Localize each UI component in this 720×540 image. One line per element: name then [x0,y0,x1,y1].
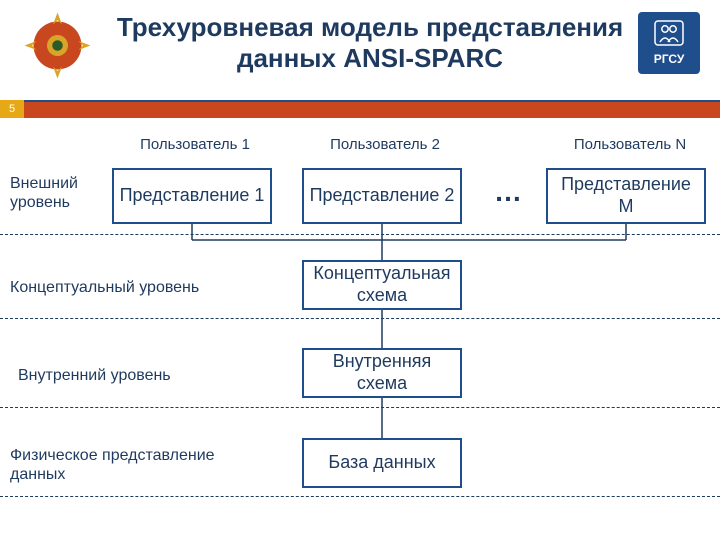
user-label: Пользователь N [555,136,705,153]
conceptual-schema-box: Концептуальная схема [302,260,462,310]
header-stripe: 5 [0,100,720,118]
emblem-left [20,8,95,83]
level-label-internal: Внутренний уровень [18,366,248,385]
view-box: Представление 2 [302,168,462,224]
internal-schema-box: Внутренняя схема [302,348,462,398]
level-divider [0,318,720,319]
stripe-bar [24,100,720,118]
view-box: Представление M [546,168,706,224]
people-icon [654,20,684,50]
level-divider [0,407,720,408]
level-divider [0,496,720,497]
logo-right: РГСУ [638,12,700,74]
ellipsis: … [494,176,522,208]
database-box: База данных [302,438,462,488]
user-label: Пользователь 2 [310,136,460,153]
level-label-physical: Физическое представление данных [10,446,230,484]
slide-header: Трехуровневая модель представления данны… [0,0,720,100]
level-label-conceptual: Концептуальный уровень [10,278,240,297]
level-divider [0,234,720,235]
page-number: 5 [0,100,24,118]
level-label-external: Внешний уровень [10,174,105,212]
diagram-area: Пользователь 1 Пользователь 2 Пользовате… [0,118,720,538]
logo-right-label: РГСУ [654,52,685,66]
user-label: Пользователь 1 [120,136,270,153]
slide-title: Трехуровневая модель представления данны… [110,12,630,74]
view-box: Представление 1 [112,168,272,224]
